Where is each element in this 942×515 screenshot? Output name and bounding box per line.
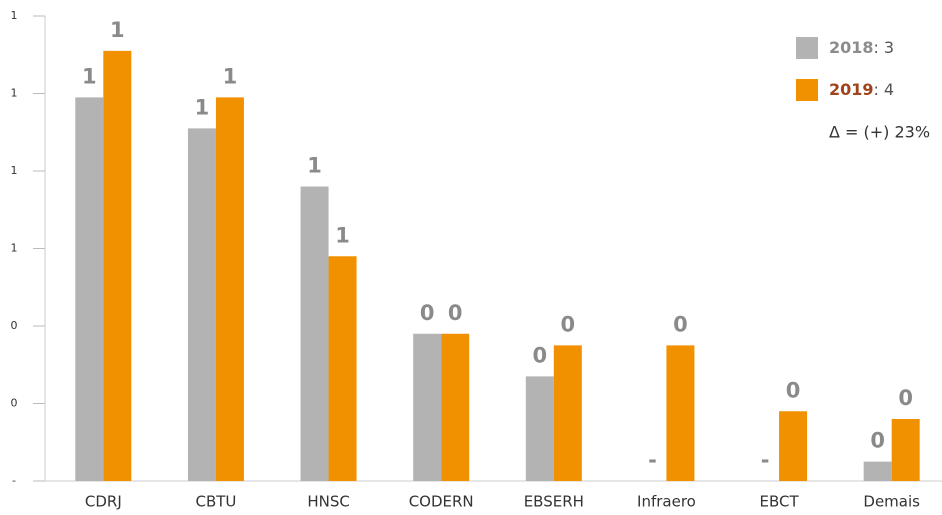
bar xyxy=(525,376,554,481)
legend-total: 4 xyxy=(884,80,894,99)
value-label: - xyxy=(761,448,770,472)
legend-label: 2018: 3 xyxy=(829,38,894,57)
bar xyxy=(413,333,442,481)
value-label: 1 xyxy=(335,223,350,247)
bar xyxy=(891,419,920,481)
bar xyxy=(863,461,892,481)
y-tick-label: 1 xyxy=(11,9,18,22)
x-tick-label: CODERN xyxy=(409,493,474,511)
x-tick-label: Demais xyxy=(863,493,920,511)
x-tick-label: CDRJ xyxy=(85,493,122,511)
value-label: - xyxy=(648,448,657,472)
value-label: 0 xyxy=(420,301,435,325)
bar xyxy=(215,97,244,481)
value-label: 0 xyxy=(673,312,688,336)
x-tick-label: CBTU xyxy=(195,493,236,511)
y-tick-label: - xyxy=(12,474,16,487)
value-label: 0 xyxy=(448,301,463,325)
value-label: 1 xyxy=(223,64,238,88)
bar xyxy=(103,50,132,481)
value-label: 0 xyxy=(898,386,913,410)
value-label: 0 xyxy=(561,312,576,336)
legend-name: 2019 xyxy=(829,80,874,99)
y-tick-label: 0 xyxy=(11,397,18,410)
y-tick-label: 1 xyxy=(11,87,18,100)
value-label: 1 xyxy=(307,154,322,178)
y-tick-label: 1 xyxy=(11,164,18,177)
x-tick-label: EBCT xyxy=(759,493,799,511)
bar xyxy=(779,411,808,481)
bar xyxy=(75,97,104,481)
bar xyxy=(300,186,329,481)
bar xyxy=(187,128,216,481)
bar xyxy=(328,256,357,481)
legend-separator: : xyxy=(874,38,879,57)
x-tick-label: EBSERH xyxy=(524,493,584,511)
legend-name: 2018 xyxy=(829,38,874,57)
x-tick-label: HNSC xyxy=(307,493,350,511)
x-tick-label: Infraero xyxy=(637,493,696,511)
y-tick-label: 0 xyxy=(11,319,18,332)
legend-label: 2019: 4 xyxy=(829,80,894,99)
annotation: Δ = (+) 23% xyxy=(829,123,930,142)
value-label: 1 xyxy=(82,64,97,88)
y-tick-label: 1 xyxy=(11,242,18,255)
legend-total: 3 xyxy=(884,38,894,57)
value-label: 0 xyxy=(786,378,801,402)
value-label: 0 xyxy=(870,429,885,453)
value-label: 0 xyxy=(533,343,548,367)
legend-swatch xyxy=(796,79,818,101)
legend-separator: : xyxy=(874,80,879,99)
bar xyxy=(441,333,470,481)
bar xyxy=(553,345,582,481)
value-label: 1 xyxy=(110,18,125,42)
bar xyxy=(666,345,695,481)
legend-swatch xyxy=(796,37,818,59)
value-label: 1 xyxy=(195,95,210,119)
